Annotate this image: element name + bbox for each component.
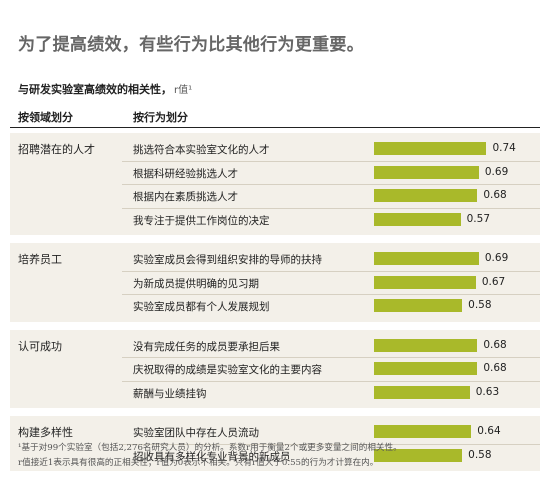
header-rule bbox=[10, 127, 540, 128]
behavior-label: 根据内在素质挑选人才 bbox=[133, 191, 238, 203]
behavior-label: 薪酬与业绩挂钩 bbox=[133, 387, 207, 400]
column-header-domain: 按领域划分 bbox=[18, 111, 73, 124]
group-label: 培养员工 bbox=[18, 253, 62, 266]
page-title: 为了提高绩效，有些行为比其他行为更重要。 bbox=[18, 35, 364, 55]
behavior-label: 我专注于提供工作岗位的决定 bbox=[133, 214, 270, 227]
bar bbox=[374, 338, 478, 352]
bar bbox=[374, 362, 478, 375]
bar bbox=[374, 142, 487, 155]
behavior-label: 招收具有多样化专业背景的新成员 bbox=[133, 450, 291, 463]
bar bbox=[374, 448, 463, 462]
row-separator bbox=[122, 160, 540, 162]
chart-subtitle: 与研发实验室高绩效的相关性， r值¹ bbox=[18, 81, 192, 97]
behavior-label: 根据科研经验挑选人才 bbox=[133, 167, 238, 180]
behavior-label: 为新成员提供明确的见习期 bbox=[133, 277, 259, 290]
bar-value-label: 0.58 bbox=[468, 448, 492, 461]
bar-value-label: 0.68 bbox=[483, 189, 507, 201]
behavior-label: 庆祝取得的成绩是实验室文化的主要内容 bbox=[133, 364, 322, 376]
row-separator bbox=[122, 270, 540, 272]
bar bbox=[374, 385, 470, 399]
bar bbox=[374, 189, 478, 202]
row-separator bbox=[122, 357, 540, 358]
behavior-label: 没有完成任务的成员要承担后果 bbox=[133, 340, 280, 353]
bar-value-label: 0.67 bbox=[481, 275, 506, 288]
bar bbox=[374, 212, 461, 226]
chart-subtitle-text: 与研发实验室高绩效的相关性， bbox=[18, 83, 172, 96]
row-separator bbox=[122, 443, 540, 445]
footnote-line-1: ¹基于对99个实验室（包括2,276名研究人员）的分析。系数r用于衡量2个或更多… bbox=[18, 443, 402, 453]
group-label: 认可成功 bbox=[18, 339, 62, 353]
chart-subtitle-r: r值¹ bbox=[174, 85, 193, 96]
bar-value-label: 0.57 bbox=[466, 212, 491, 225]
behavior-label: 实验室团队中存在人员流动 bbox=[133, 427, 259, 439]
bar bbox=[374, 252, 479, 265]
bar-value-label: 0.74 bbox=[492, 142, 516, 154]
bar-value-label: 0.63 bbox=[475, 385, 500, 398]
bar bbox=[374, 299, 463, 312]
bar bbox=[374, 425, 472, 438]
bar bbox=[374, 165, 479, 179]
behavior-label: 实验室成员会得到组织安排的导师的扶持 bbox=[133, 254, 322, 266]
behavior-label: 挑选符合本实验室文化的人才 bbox=[133, 144, 270, 156]
group-label: 招聘潜在的人才 bbox=[18, 143, 95, 156]
row-separator bbox=[122, 380, 540, 382]
row-separator bbox=[122, 207, 540, 209]
bar-value-label: 0.64 bbox=[477, 425, 501, 437]
bar-value-label: 0.58 bbox=[468, 299, 492, 311]
row-separator bbox=[122, 184, 540, 185]
bar-value-label: 0.69 bbox=[484, 252, 509, 264]
bar bbox=[374, 275, 476, 289]
bar-value-label: 0.68 bbox=[483, 362, 507, 374]
column-header-behavior: 按行为划分 bbox=[133, 111, 188, 124]
row-separator bbox=[122, 294, 540, 295]
behavior-label: 实验室成员都有个人发展规划 bbox=[133, 301, 270, 313]
group-label: 构建多样性 bbox=[18, 426, 73, 439]
bar-value-label: 0.69 bbox=[484, 165, 509, 178]
footnote-line-2: r值接近1表示具有很高的正相关性；r值为0表示不相关。只有r值大于0.55的行为… bbox=[18, 458, 379, 468]
bar-value-label: 0.68 bbox=[483, 338, 507, 351]
